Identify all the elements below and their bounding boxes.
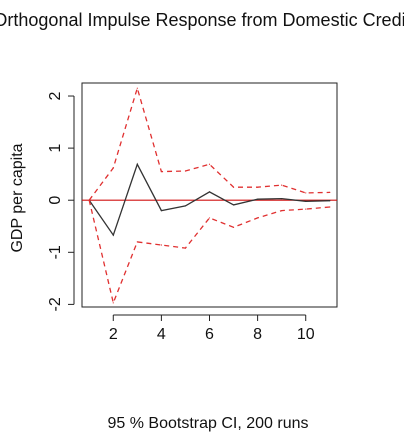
plot-frame xyxy=(81,82,338,308)
series-lower-point-0 xyxy=(88,199,90,201)
x-tick-label-1: 4 xyxy=(157,326,166,343)
y-tick-label-0: -2 xyxy=(47,297,64,311)
x-axis-label: 95 % Bootstrap CI, 200 runs xyxy=(108,415,309,432)
series-response-point-1 xyxy=(112,234,114,236)
series-upper-point-1 xyxy=(112,167,114,169)
x-tick-label-4: 10 xyxy=(297,326,315,343)
x-tick-label-0: 2 xyxy=(109,326,118,343)
series-response-point-2 xyxy=(136,163,138,165)
series-upper-point-5 xyxy=(208,163,211,165)
series-upper-point-3 xyxy=(160,170,162,173)
series-lower-line xyxy=(88,200,330,305)
y-tick-label-4: 2 xyxy=(47,91,64,100)
series-upper-point-8 xyxy=(281,184,283,186)
series-response-point-8 xyxy=(281,198,283,200)
series-lower-point-2 xyxy=(136,241,138,243)
series-upper-point-6 xyxy=(232,186,235,188)
series-response-point-9 xyxy=(305,200,307,202)
series-response-point-10 xyxy=(329,200,331,202)
x-tick-label-3: 8 xyxy=(253,326,262,343)
series-response-point-5 xyxy=(208,191,211,193)
chart-title: Orthogonal Impulse Response from Domesti… xyxy=(0,10,404,30)
series-response-point-7 xyxy=(257,198,259,200)
y-tick-label-3: 1 xyxy=(47,144,64,153)
series-lower-point-1 xyxy=(112,302,114,304)
series-lower-point-8 xyxy=(281,210,283,212)
series-upper-point-9 xyxy=(305,192,307,194)
series-upper-point-4 xyxy=(184,170,187,172)
series-lower-point-3 xyxy=(160,244,162,246)
series-lower-point-4 xyxy=(184,247,187,249)
x-tick-label-2: 6 xyxy=(205,326,214,343)
y-tick-label-2: 0 xyxy=(47,196,64,205)
y-tick-label-1: -1 xyxy=(47,245,64,259)
y-axis-label: GDP per capita xyxy=(9,143,26,252)
series-upper-line xyxy=(88,85,330,201)
series-lower-point-7 xyxy=(257,217,259,219)
series-lower-point-5 xyxy=(208,217,211,219)
series-response-point-6 xyxy=(232,204,235,206)
series-lower-point-6 xyxy=(232,226,235,228)
series-lower-point-9 xyxy=(305,208,307,210)
series-upper-point-10 xyxy=(329,191,331,193)
series-upper-point-7 xyxy=(257,186,259,188)
plot-area: -2 -1 0 1 2 2 4 6 8 10 xyxy=(47,82,338,343)
series-response-point-3 xyxy=(160,210,162,212)
series-lower-point-10 xyxy=(329,206,331,208)
series-response-point-4 xyxy=(184,205,187,207)
series-upper-point-2 xyxy=(136,87,138,89)
